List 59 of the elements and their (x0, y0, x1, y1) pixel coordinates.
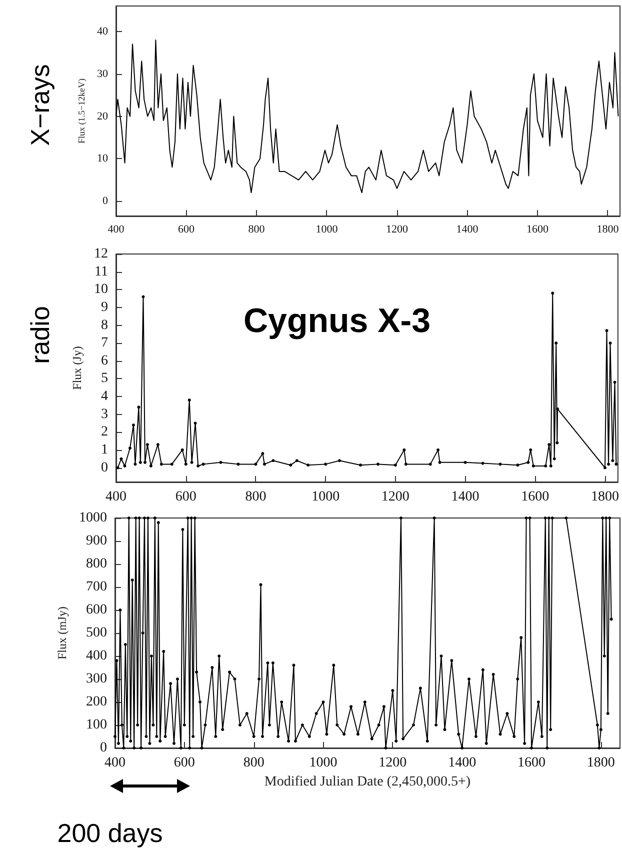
x-tick-label: 1200 (378, 756, 407, 770)
x-tick-label: 1400 (451, 490, 480, 504)
y-axis-title: Flux (mJy) (55, 606, 70, 660)
x-tick-label: 1000 (316, 224, 338, 236)
y-tick-label: 400 (86, 648, 107, 664)
y-tick-label: 0 (101, 460, 108, 476)
x-tick-label: 600 (175, 490, 196, 504)
y-tick-label: 100 (86, 718, 107, 732)
x-tick-label: 1600 (526, 224, 549, 236)
x-tick-label: 1400 (456, 224, 479, 236)
y-tick-label: 7 (101, 336, 108, 351)
x-tick-label: 1000 (309, 756, 338, 770)
x-tick-label: 600 (174, 756, 195, 770)
x-tick-label: 1600 (517, 756, 546, 770)
text: X−rays (25, 64, 55, 146)
x-tick-label: 1800 (591, 490, 619, 504)
y-axis-title: Flux (Jy) (70, 346, 84, 390)
y-tick-label: 600 (86, 602, 107, 618)
x-tick-label: 800 (248, 224, 266, 236)
y-tick-label: 0 (100, 740, 107, 756)
text: radio (25, 306, 55, 364)
y-tick-label: 1 (101, 442, 108, 458)
y-tick-label: 5 (101, 371, 108, 386)
x-tick-label: 1200 (386, 224, 408, 236)
x-tick-label: 800 (245, 490, 266, 504)
y-axis-title: Flux (1.5−12keV) (76, 78, 87, 144)
y-tick-label: 20 (97, 110, 108, 122)
y-tick-label: 2 (101, 424, 108, 440)
annotation: Cygnus X-3 (243, 302, 431, 340)
y-tick-label: 8 (101, 318, 108, 333)
y-tick-label: 3 (101, 406, 108, 422)
x-tick-label: 800 (243, 756, 264, 770)
y-tick-label: 300 (86, 672, 107, 686)
y-tick-label: 200 (86, 694, 107, 710)
x-tick-label: 1800 (586, 756, 615, 770)
y-tick-label: 0 (102, 195, 108, 208)
x-tick-label: 1200 (381, 490, 410, 504)
x-tick-label: 1000 (312, 490, 340, 504)
y-tick-label: 4 (101, 389, 108, 404)
x-tick-label: 1400 (448, 756, 476, 770)
y-tick-label: 10 (97, 152, 108, 165)
x-tick-label: 1600 (521, 490, 550, 504)
y-tick-label: 40 (97, 25, 108, 38)
y-tick-label: 12 (94, 246, 108, 262)
line-series (116, 39, 619, 194)
y-tick-label: 900 (86, 534, 107, 548)
y-tick-label: 500 (86, 626, 107, 640)
y-tick-label: 700 (86, 580, 107, 594)
text: 200 days (57, 818, 163, 848)
y-tick-label: 9 (101, 300, 108, 315)
y-tick-label: 6 (101, 353, 108, 368)
y-tick-label: 11 (94, 264, 108, 280)
y-tick-label: 10 (94, 282, 108, 298)
x-tick-label: 1800 (596, 224, 620, 236)
x-tick-label: 600 (178, 224, 195, 236)
y-tick-label: 30 (97, 68, 108, 80)
y-tick-label: 800 (86, 556, 107, 572)
x-axis-title: Modified Julian Date (2,450,000.5+) (264, 774, 471, 790)
y-tick-label: 1000 (79, 510, 107, 526)
